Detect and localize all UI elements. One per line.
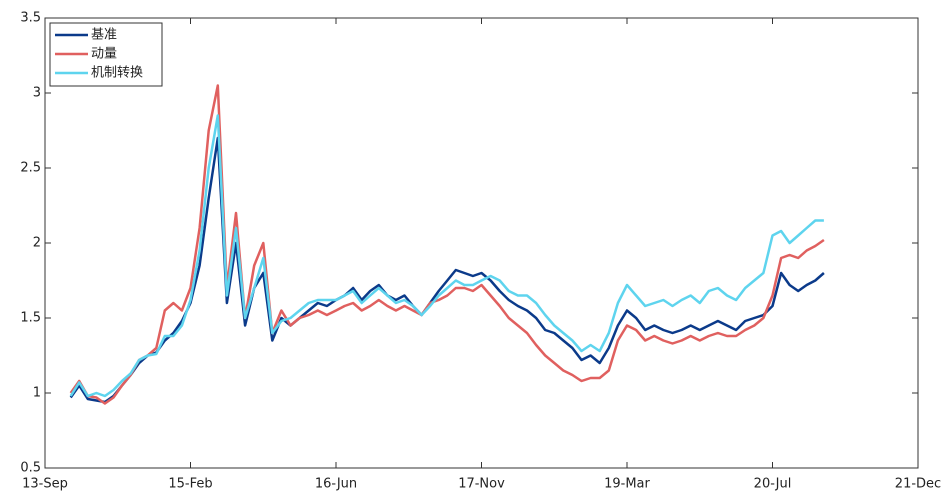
series-line [69, 84, 825, 405]
y-tick-label: 1.5 [20, 311, 41, 326]
x-tick-label: 13-Sep [22, 477, 68, 492]
plot-frame [44, 17, 919, 469]
series-line [69, 136, 825, 404]
legend-label: 机制转换 [91, 66, 143, 81]
series-line [69, 114, 824, 398]
y-tick-label: 1 [33, 386, 41, 401]
x-tick-label: 20-Jul [754, 477, 792, 492]
legend-label: 动量 [91, 47, 117, 62]
x-tick-label: 19-Mar [604, 477, 650, 492]
x-tick-label: 15-Feb [168, 477, 212, 492]
x-tick-label: 17-Nov [458, 477, 505, 492]
y-tick-label: 3.5 [20, 11, 41, 26]
y-tick-label: 2 [33, 236, 41, 251]
y-tick-label: 2.5 [20, 161, 41, 176]
y-tick-label: 3 [33, 86, 41, 101]
x-tick-label: 21-Dec [895, 477, 941, 492]
legend-label: 基准 [91, 28, 117, 43]
x-tick-label: 16-Jun [315, 477, 357, 492]
y-tick-label: 0.5 [20, 461, 41, 476]
